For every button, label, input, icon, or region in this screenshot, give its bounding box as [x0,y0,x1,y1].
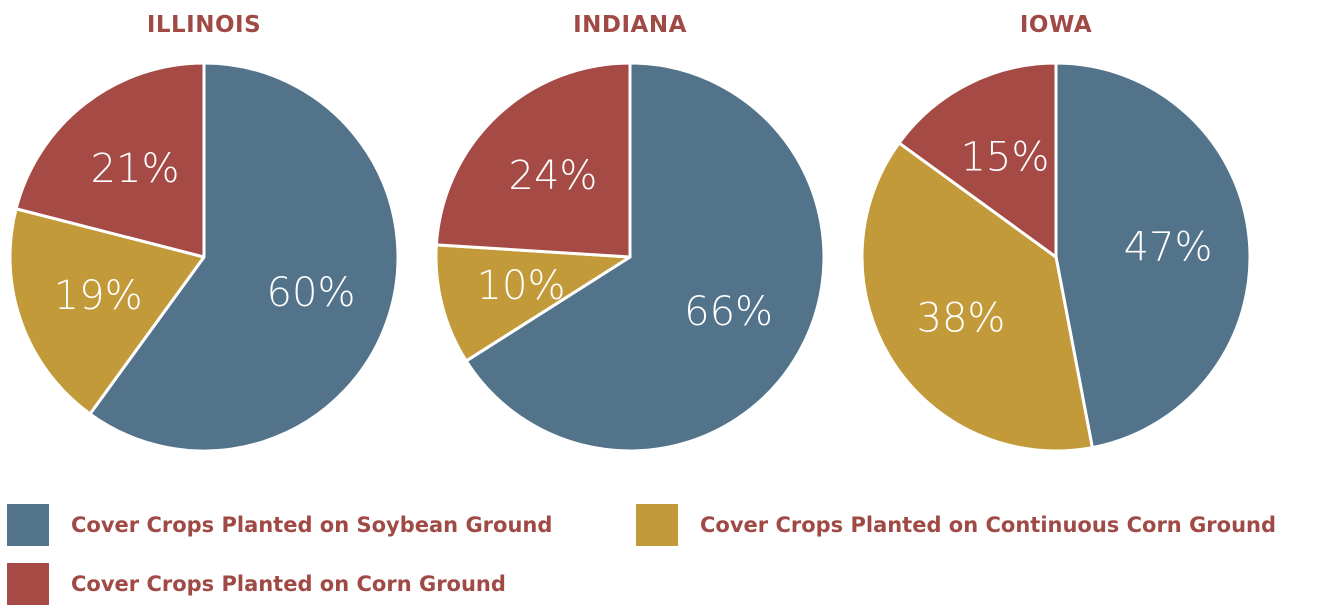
pie-title: INDIANA [573,12,687,38]
pie-slice-corn [897,61,1058,259]
pie-slice-continuous-corn [434,243,632,363]
pie-slice-soybean [1054,61,1252,450]
slice-label-soybean: 60% [267,270,356,316]
pie-slice-continuous-corn [8,207,206,416]
slice-label-corn: 15% [960,135,1049,181]
slice-label-continuous-corn: 10% [477,263,566,309]
pie-indiana: INDIANA 66% 10% 24% [434,12,826,453]
slice-label-corn: 24% [509,153,598,199]
pie-slice-soybean [88,61,400,453]
legend-item-continuous-corn: Cover Crops Planted on Continuous Corn G… [636,504,1276,546]
pie-slice-corn [14,61,206,259]
slice-label-soybean: 47% [1124,224,1213,270]
pie-title: IOWA [1020,12,1092,38]
legend-swatch-corn [7,563,49,605]
legend-label-continuous-corn: Cover Crops Planted on Continuous Corn G… [700,513,1277,537]
legend-label-soybean: Cover Crops Planted on Soybean Ground [71,513,553,537]
slice-label-continuous-corn: 19% [54,273,143,319]
pie-title: ILLINOIS [147,12,261,38]
legend-swatch-soybean [7,504,49,546]
legend-label-corn: Cover Crops Planted on Corn Ground [71,572,506,596]
slice-label-continuous-corn: 38% [917,295,1006,341]
legend-item-corn: Cover Crops Planted on Corn Ground [7,563,506,605]
pie-slice-corn [434,61,632,259]
pie-iowa: IOWA 47% 38% 15% [860,12,1252,453]
slice-label-corn: 21% [91,146,180,192]
slice-label-soybean: 66% [684,289,773,335]
pie-illinois: ILLINOIS 60% 19% 21% [8,12,400,453]
legend-item-soybean: Cover Crops Planted on Soybean Ground [7,504,552,546]
pie-slice-continuous-corn [860,141,1094,453]
pie-slice-soybean [464,61,826,453]
legend-swatch-continuous-corn [636,504,678,546]
